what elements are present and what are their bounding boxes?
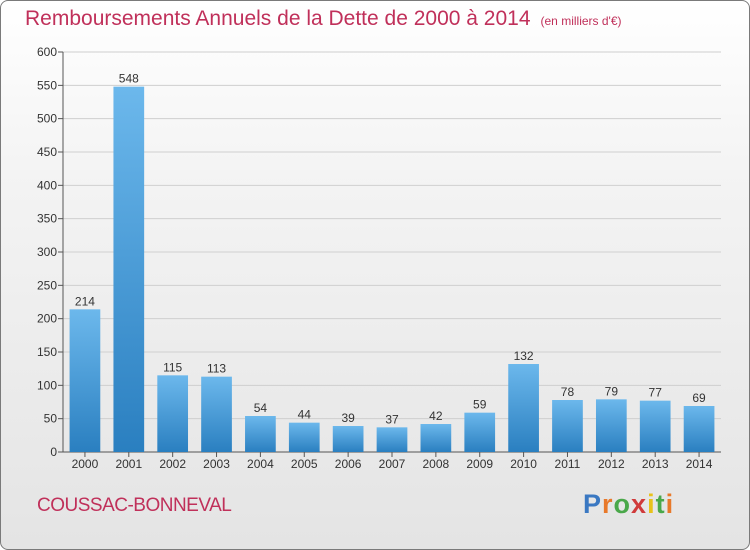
bar bbox=[201, 376, 232, 452]
bar-value-label: 77 bbox=[649, 386, 663, 400]
bar bbox=[332, 426, 364, 452]
x-tick-label: 2004 bbox=[247, 457, 274, 471]
bar-value-label: 44 bbox=[298, 408, 312, 422]
proxiti-logo: Proxiti bbox=[583, 489, 675, 519]
bar-value-label: 79 bbox=[605, 384, 619, 398]
x-tick-label: 2006 bbox=[335, 457, 362, 471]
bar-value-label: 548 bbox=[119, 72, 139, 86]
bar bbox=[376, 427, 408, 452]
bar bbox=[245, 416, 276, 452]
bar-value-label: 37 bbox=[385, 412, 399, 426]
chart-unit: (en milliers d'€) bbox=[540, 14, 622, 28]
x-tick-label: 2000 bbox=[72, 457, 99, 471]
y-tick-label: 300 bbox=[37, 245, 57, 259]
commune-name: COUSSAC-BONNEVAL bbox=[37, 495, 232, 516]
bar bbox=[69, 309, 101, 452]
x-tick-label: 2013 bbox=[642, 457, 669, 471]
bar bbox=[683, 406, 715, 452]
y-tick-label: 0 bbox=[50, 445, 57, 459]
bar bbox=[420, 424, 452, 452]
bar bbox=[552, 400, 583, 452]
y-tick-label: 150 bbox=[37, 345, 57, 359]
y-tick-label: 350 bbox=[37, 212, 57, 226]
bar-value-label: 69 bbox=[692, 391, 706, 405]
x-tick-label: 2011 bbox=[555, 457, 581, 471]
bar-value-label: 59 bbox=[473, 398, 487, 412]
y-tick-label: 400 bbox=[37, 178, 57, 192]
y-tick-label: 550 bbox=[37, 78, 57, 92]
x-tick-label: 2005 bbox=[291, 457, 318, 471]
bar-value-label: 42 bbox=[429, 409, 443, 423]
bar bbox=[508, 364, 539, 452]
x-tick-label: 2010 bbox=[510, 457, 537, 471]
x-tick-label: 2001 bbox=[115, 457, 142, 471]
bar bbox=[464, 412, 496, 452]
chart-title: Remboursements Annuels de la Dette de 20… bbox=[25, 7, 622, 31]
y-tick-label: 600 bbox=[37, 45, 57, 59]
bar bbox=[113, 86, 145, 453]
y-tick-label: 100 bbox=[37, 378, 57, 392]
y-tick-label: 450 bbox=[37, 145, 57, 159]
bar-value-label: 214 bbox=[75, 294, 95, 308]
bar-value-label: 115 bbox=[163, 360, 182, 374]
chart-title-text: Remboursements Annuels de la Dette de 20… bbox=[25, 7, 531, 30]
bar-value-label: 54 bbox=[254, 401, 268, 415]
bar bbox=[595, 399, 627, 452]
y-tick-label: 200 bbox=[37, 312, 57, 326]
bar bbox=[157, 375, 189, 452]
bar-value-label: 132 bbox=[514, 349, 534, 363]
y-tick-label: 50 bbox=[44, 412, 58, 426]
bar-value-label: 78 bbox=[561, 385, 575, 399]
bar-value-label: 39 bbox=[341, 411, 355, 425]
x-tick-label: 2003 bbox=[203, 457, 230, 471]
x-tick-label: 2007 bbox=[379, 457, 406, 471]
x-tick-label: 2008 bbox=[423, 457, 450, 471]
y-tick-label: 250 bbox=[37, 278, 57, 292]
y-tick-label: 500 bbox=[37, 112, 57, 126]
x-tick-label: 2002 bbox=[159, 457, 186, 471]
x-tick-label: 2009 bbox=[466, 457, 493, 471]
bar bbox=[639, 400, 671, 452]
bar bbox=[288, 422, 320, 452]
x-tick-label: 2014 bbox=[686, 457, 713, 471]
x-tick-label: 2012 bbox=[598, 457, 625, 471]
bar-value-label: 113 bbox=[207, 362, 226, 376]
